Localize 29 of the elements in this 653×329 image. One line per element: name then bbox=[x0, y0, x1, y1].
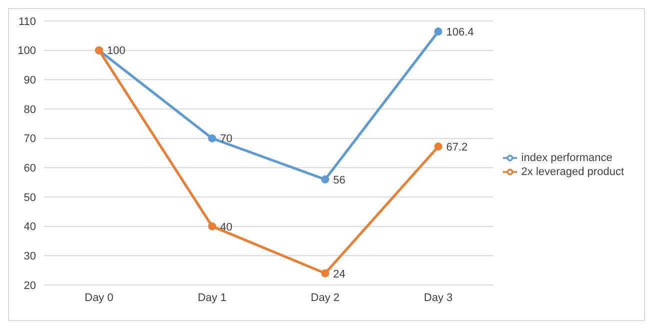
legend-label: 2x leveraged product bbox=[521, 165, 624, 178]
y-tick-label: 70 bbox=[24, 133, 36, 146]
legend-label: index performance bbox=[521, 151, 612, 164]
x-tick-label: Day 1 bbox=[198, 292, 226, 304]
point bbox=[208, 222, 216, 230]
y-tick-label: 40 bbox=[24, 221, 36, 234]
point bbox=[434, 142, 442, 151]
point bbox=[434, 28, 442, 36]
data-label: 24 bbox=[333, 268, 346, 280]
x-tick-label: Day 3 bbox=[424, 292, 453, 304]
y-tick-label: 110 bbox=[18, 16, 36, 28]
y-tick-label: 80 bbox=[24, 104, 36, 116]
data-label: 70 bbox=[220, 133, 232, 146]
x-tick-label: Day 0 bbox=[84, 292, 114, 304]
data-label: 56 bbox=[333, 174, 346, 186]
y-tick-label: 100 bbox=[18, 45, 36, 58]
point bbox=[321, 175, 330, 184]
data-label: 40 bbox=[220, 221, 232, 234]
y-tick-label: 50 bbox=[24, 192, 36, 204]
y-tick-label: 20 bbox=[24, 280, 36, 292]
y-tick-label: 60 bbox=[24, 162, 36, 175]
data-label: 67.2 bbox=[446, 142, 468, 154]
data-label: 106.4 bbox=[446, 26, 474, 38]
data-label: 100 bbox=[107, 45, 126, 58]
point bbox=[321, 269, 330, 278]
point bbox=[208, 134, 216, 142]
x-tick-label: Day 2 bbox=[310, 292, 340, 304]
y-tick-label: 30 bbox=[24, 250, 36, 263]
y-tick-label: 90 bbox=[24, 74, 36, 87]
